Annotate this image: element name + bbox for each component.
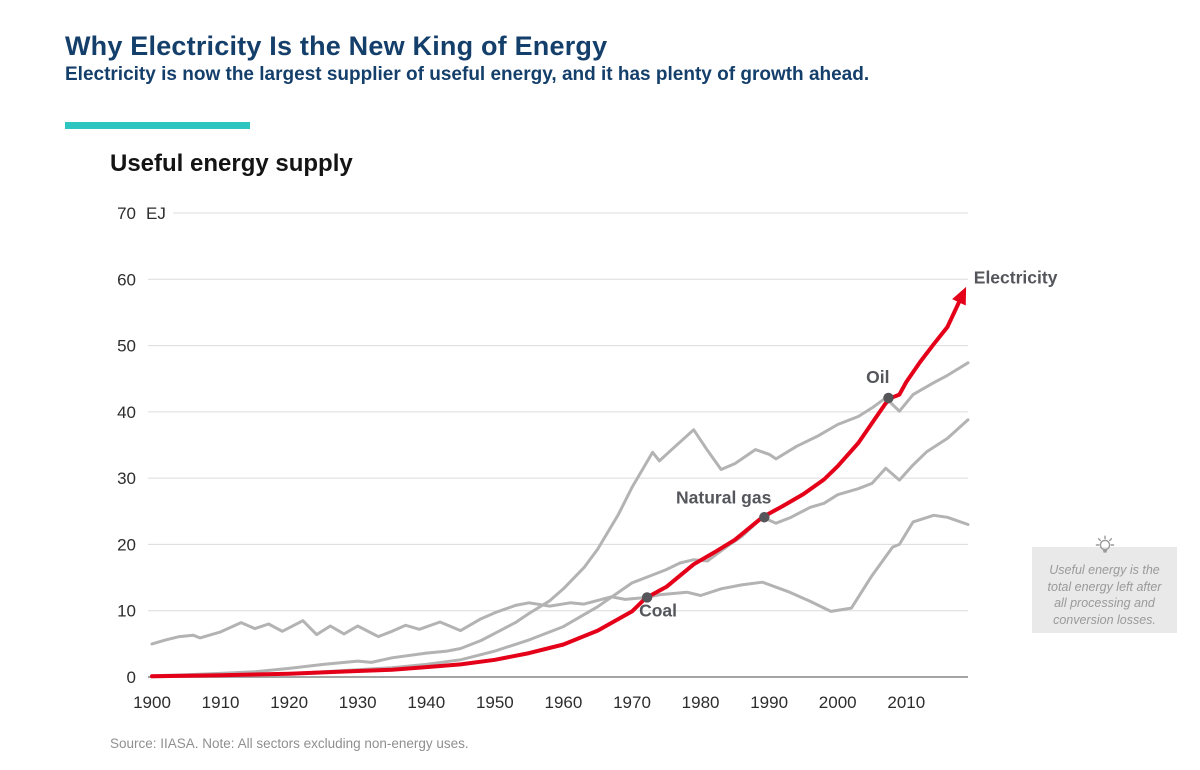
y-axis-tick-label: 10 [117,602,136,621]
page-subtitle: Electricity is now the largest supplier … [65,64,870,85]
y-axis-tick-label: 40 [117,403,136,422]
y-axis-tick-label: 60 [117,270,136,289]
series-label-coal: Coal [639,600,677,620]
y-axis-tick-label: 70 [117,204,136,223]
series-label-natural-gas: Natural gas [676,487,772,507]
lightbulb-icon [1095,535,1114,553]
x-axis-tick-label: 1990 [750,693,788,712]
series-line-electricity [150,298,962,679]
y-axis-tick-label: 20 [117,535,136,554]
callout-text: Useful energy is the total energy left a… [1047,563,1162,627]
x-axis-tick-label: 1940 [407,693,445,712]
crossing-marker-coal [641,592,653,603]
crossing-marker-natural-gas [759,512,770,523]
series-label-electricity: Electricity [974,267,1058,287]
x-axis-tick-label: 2010 [887,693,925,712]
x-axis-tick-label: 1910 [202,693,240,712]
chart-title: Useful energy supply [110,150,353,177]
y-axis-tick-label: 30 [117,469,136,488]
y-axis-tick-label: 0 [127,668,136,687]
source-note: Source: IIASA. Note: All sectors excludi… [110,736,469,751]
arrowhead-icon [952,286,967,306]
series-line-oil [150,361,970,678]
callout-box: Useful energy is the total energy left a… [1032,535,1177,633]
y-axis-tick-label: 50 [117,337,136,356]
series-line-coal [150,513,970,646]
x-axis-tick-label: 1920 [270,693,308,712]
x-axis-tick-label: 1960 [545,693,583,712]
x-axis-tick-label: 1950 [476,693,514,712]
x-axis-tick-label: 1970 [613,693,651,712]
x-axis-tick-label: 2000 [819,693,857,712]
series-label-oil: Oil [866,367,889,387]
x-axis-tick-label: 1930 [339,693,377,712]
y-axis-unit-label: EJ [146,204,166,223]
crossing-marker-oil [883,392,894,404]
x-axis-tick-label: 1900 [133,693,171,712]
accent-rule [65,122,250,129]
page-title: Why Electricity Is the New King of Energ… [65,31,608,62]
x-axis-tick-label: 1980 [682,693,720,712]
